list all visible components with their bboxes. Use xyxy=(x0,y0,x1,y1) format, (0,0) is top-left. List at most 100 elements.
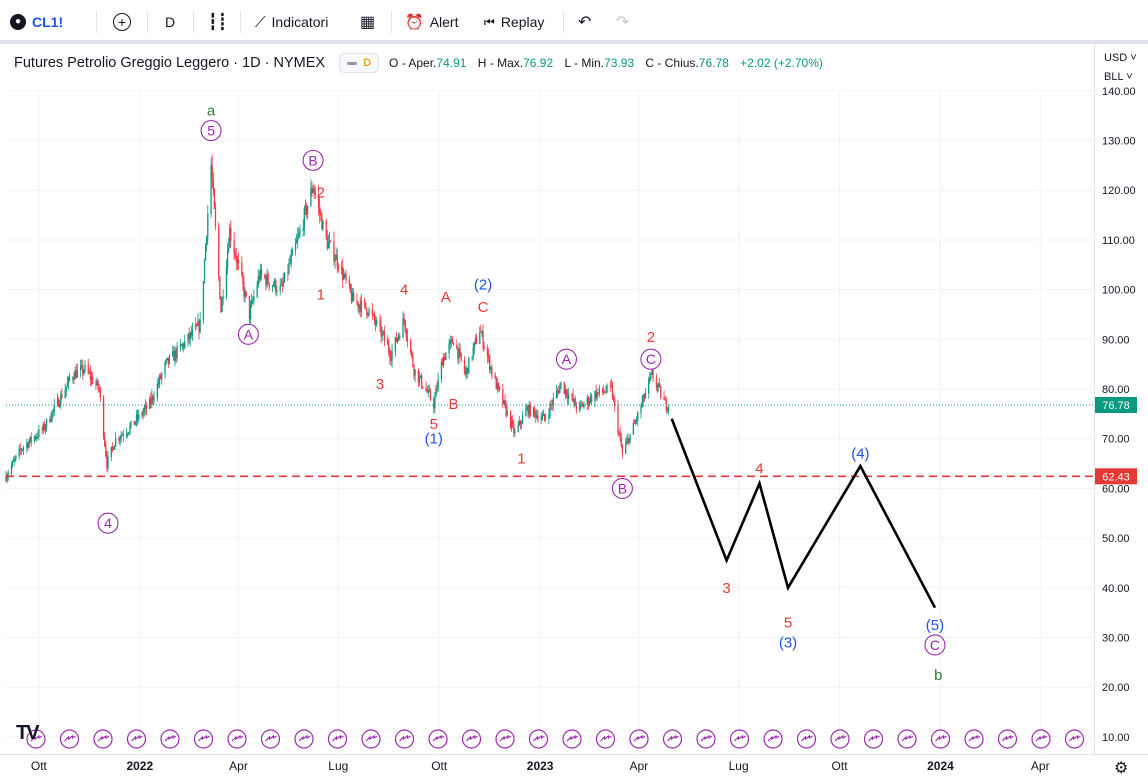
candles xyxy=(5,154,670,484)
wave-label-circle xyxy=(237,323,259,345)
grid-lines xyxy=(6,90,1094,754)
toolbar-divider xyxy=(147,11,148,33)
redo-button[interactable]: ↷ xyxy=(616,0,629,44)
legend-visibility-pill[interactable]: D xyxy=(339,53,380,73)
event-marker-arrow xyxy=(298,734,311,742)
wave-label: (1) xyxy=(425,431,443,448)
price-tick-label: 80.00 xyxy=(1102,384,1130,396)
event-marker-icon xyxy=(897,729,917,749)
time-axis-ticks: Ott 2022 Apr Lug Ott 2023 Apr Lug Ott 2024 Apr xyxy=(0,754,1148,773)
event-marker-arrow xyxy=(533,734,545,742)
indicators-button[interactable]: ⟋ Indicatori xyxy=(255,0,328,44)
wave-label: C xyxy=(930,637,940,653)
wave-label: C xyxy=(478,299,489,316)
event-marker-arrow xyxy=(600,734,612,742)
event-marker-icon xyxy=(629,729,649,749)
price-tick-label: 70.00 xyxy=(1102,434,1130,446)
replay-button[interactable]: ⏮ Replay xyxy=(484,0,544,44)
event-marker-arrow xyxy=(566,734,579,742)
indicators-icon: ⟋ xyxy=(255,13,266,31)
time-tick-label: Apr xyxy=(629,759,648,773)
event-marker-icon xyxy=(59,729,80,749)
event-marker-arrow xyxy=(30,734,43,742)
unit-label: BLL xyxy=(1104,71,1124,83)
event-marker-arrow xyxy=(633,734,646,742)
event-marker-icon xyxy=(696,729,716,749)
price-tick-label: 60.00 xyxy=(1102,483,1130,495)
wave-label-circle xyxy=(555,348,578,370)
candles-icon: ┇┋ xyxy=(208,14,228,31)
event-marker-icon xyxy=(461,729,482,749)
undo-icon: ↶ xyxy=(578,14,592,31)
level-price-tag-bg xyxy=(1095,468,1137,485)
symbol-search-button[interactable]: ● CL1! xyxy=(10,0,63,44)
wave-label: A xyxy=(441,289,451,306)
event-marker-icon xyxy=(595,729,616,749)
undo-button[interactable]: ↶ xyxy=(578,0,591,44)
change-value: +2.02 (+2.70%) xyxy=(740,56,823,70)
time-tick-label: Ott xyxy=(832,759,849,773)
layouts-button[interactable]: ▦ xyxy=(360,0,375,44)
event-marker-arrow xyxy=(499,734,512,742)
wave-label: 1 xyxy=(517,451,525,468)
low-value: 73.93 xyxy=(604,56,635,70)
wave-label: (3) xyxy=(779,634,797,651)
price-axis-border xyxy=(1094,44,1095,754)
event-marker-arrow xyxy=(935,734,947,742)
price-tick-label: 40.00 xyxy=(1102,583,1130,595)
plus-circle-icon: + xyxy=(113,13,131,31)
time-tick-label: Lug xyxy=(729,759,749,773)
chart-legend: Futures Petrolio Greggio Leggero · 1D · … xyxy=(14,52,831,74)
time-tick-label: Apr xyxy=(1031,759,1050,773)
currency-selector[interactable]: USD ˅ xyxy=(1104,52,1137,64)
chart-type-button[interactable]: ┇┋ xyxy=(208,0,227,44)
event-marker-arrow xyxy=(365,734,378,742)
event-marker-icon xyxy=(796,729,817,749)
replay-label: Replay xyxy=(500,14,545,30)
interval-button[interactable]: D xyxy=(165,0,175,44)
event-marker-icon xyxy=(361,729,381,749)
event-marker-icon xyxy=(428,729,448,749)
event-marker-icon xyxy=(1031,729,1051,749)
rewind-icon: ⏮ xyxy=(484,14,495,29)
wave-label: A xyxy=(562,351,572,367)
time-tick-label: 2023 xyxy=(527,759,554,773)
event-marker-arrow xyxy=(432,734,445,742)
event-marker-arrow xyxy=(901,734,914,742)
price-tick-label: 120.00 xyxy=(1102,185,1136,197)
event-marker-arrow xyxy=(64,734,76,742)
wave-label: 5 xyxy=(207,123,215,139)
event-marker-icon xyxy=(160,729,180,749)
wave-label: 5 xyxy=(430,416,438,433)
event-marker-icon xyxy=(528,729,549,749)
event-marker-icon xyxy=(495,729,515,749)
projection-path xyxy=(670,418,937,609)
grid-icon: ▦ xyxy=(360,14,376,31)
chevron-down-icon: ˅ xyxy=(1127,52,1137,64)
event-marker-icon xyxy=(930,729,951,749)
event-marker-arrow xyxy=(834,734,847,742)
event-marker-icon xyxy=(394,729,415,749)
time-tick-label: Ott xyxy=(431,759,448,773)
symbol-logo-icon: ● xyxy=(10,14,26,30)
wave-label: 2 xyxy=(647,329,655,346)
unit-selector[interactable]: BLL ˅ xyxy=(1104,71,1133,83)
gear-icon[interactable]: ⚙ xyxy=(1114,760,1129,777)
low-label: L - Min. xyxy=(564,56,605,70)
event-marker-icon xyxy=(193,729,214,749)
open-label: O - Aper. xyxy=(389,56,437,70)
compare-button[interactable]: + xyxy=(113,0,131,44)
open-value: 74.91 xyxy=(436,56,467,70)
toolbar-divider xyxy=(391,11,392,33)
wave-label-circle xyxy=(302,149,324,171)
tradingview-logo[interactable]: TV xyxy=(16,722,40,744)
event-marker-icon xyxy=(93,729,113,749)
alert-button[interactable]: ⏰ Alert xyxy=(405,0,458,44)
wave-label-circle xyxy=(924,634,946,656)
wave-label: 3 xyxy=(722,580,730,597)
event-marker-icon xyxy=(964,729,984,749)
event-marker-arrow xyxy=(1035,734,1048,742)
